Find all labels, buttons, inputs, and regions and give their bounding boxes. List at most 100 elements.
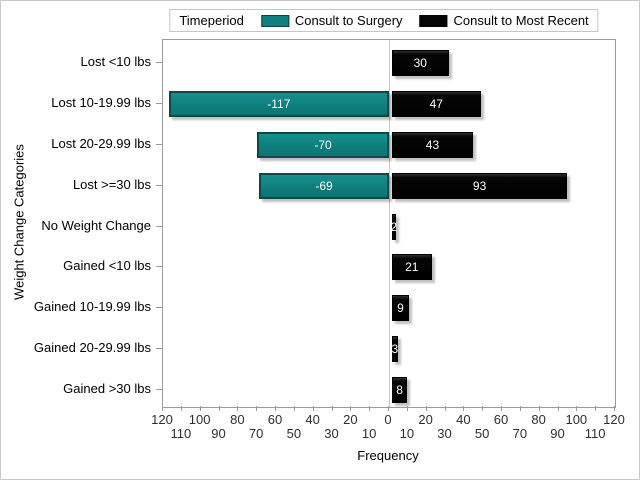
x-axis-tick (463, 406, 465, 411)
bar-consult-to-most-recent: 2 (390, 213, 398, 240)
legend-title: Timeperiod (179, 13, 244, 28)
y-axis-tick (156, 143, 162, 145)
category-label-lost-20-29-99-lbs: Lost 20-29.99 lbs (51, 135, 151, 151)
bar-consult-to-most-recent: 93 (392, 172, 568, 199)
x-tick-label: 80 (230, 412, 245, 427)
legend-swatch-consult-to-most-recent (419, 14, 448, 27)
x-axis-tick (538, 406, 540, 411)
x-tick-label: 30 (437, 426, 452, 441)
x-axis-tick (350, 406, 352, 411)
y-axis-tick (156, 266, 162, 268)
x-tick-label: 20 (343, 412, 358, 427)
bar-value-label: 47 (429, 97, 443, 112)
zero-reference-line (389, 40, 390, 407)
bar-value-label: -69 (315, 178, 333, 193)
x-tick-label: 110 (170, 426, 192, 441)
bar-value-label: 3 (391, 341, 399, 356)
bar-consult-to-most-recent: 43 (392, 131, 473, 158)
y-axis-tick (156, 62, 162, 64)
category-label-gained-20-29-99-lbs: Gained 20-29.99 lbs (33, 339, 151, 355)
legend-item-consult-to-surgery: Consult to Surgery (260, 13, 403, 28)
x-tick-label: 20 (418, 412, 433, 427)
category-label-gained-30-lbs: Gained >30 lbs (63, 380, 151, 396)
legend: Timeperiod Consult to Surgery Consult to… (169, 9, 599, 32)
plot-area: -117 -70 -69 30 47 43 93 2 21 9 3 8 (162, 39, 616, 408)
x-tick-label: 60 (493, 412, 509, 427)
x-axis-tick (576, 406, 578, 411)
bar-consult-to-surgery: -117 (168, 91, 389, 118)
x-tick-label: 100 (188, 412, 211, 427)
x-axis-title: Frequency (357, 448, 419, 463)
legend-item-consult-to-most-recent: Consult to Most Recent (419, 13, 589, 28)
x-axis-tick (444, 406, 446, 411)
x-tick-label: 120 (151, 412, 173, 427)
category-label-lost-10-lbs: Lost <10 lbs (80, 54, 151, 70)
x-tick-label: 100 (565, 412, 588, 427)
bar-consult-to-surgery: -70 (257, 131, 389, 158)
y-axis-tick (156, 225, 162, 227)
x-tick-label: 90 (550, 426, 565, 441)
legend-label: Consult to Most Recent (453, 13, 589, 28)
y-axis-tick (156, 103, 162, 105)
x-axis: 120 110 100 90 80 70 60 50 40 30 20 10 0 10 20 30 40 50 60… (151, 406, 625, 446)
legend-label: Consult to Surgery (294, 13, 403, 28)
x-axis-tick (199, 406, 201, 411)
x-axis-tick (237, 406, 239, 411)
x-tick-label: 30 (324, 426, 339, 441)
bar-consult-to-most-recent: 30 (392, 50, 449, 77)
y-axis-tick (156, 184, 162, 186)
bar-value-label: -70 (314, 137, 332, 152)
x-axis-tick (388, 406, 389, 411)
x-axis-tick (482, 406, 484, 411)
x-axis-tick (501, 406, 502, 411)
x-axis-tick (614, 406, 615, 411)
x-axis-tick (406, 406, 408, 411)
bar-consult-to-most-recent: 3 (391, 335, 399, 362)
bar-consult-to-most-recent: 8 (392, 376, 408, 403)
bar-value-label: 8 (396, 382, 403, 397)
x-tick-label: 10 (361, 426, 377, 441)
bar-value-label: 30 (413, 56, 427, 71)
x-tick-label: 40 (305, 412, 320, 427)
category-label-gained-10-lbs: Gained <10 lbs (63, 258, 151, 274)
x-tick-label: 70 (512, 426, 528, 441)
x-axis-tick (331, 406, 333, 411)
bar-consult-to-most-recent: 21 (392, 254, 432, 281)
x-axis-tick (293, 406, 295, 411)
x-tick-label: 40 (456, 412, 471, 427)
y-axis-tick (156, 347, 162, 349)
category-label-gained-10-19-99-lbs: Gained 10-19.99 lbs (33, 299, 151, 315)
x-axis-tick (519, 406, 521, 411)
bar-consult-to-most-recent: 9 (392, 295, 409, 322)
category-label-lost-30-lbs: Lost >=30 lbs (72, 176, 151, 192)
y-axis-tick (156, 307, 162, 309)
bar-value-label: 2 (390, 219, 398, 234)
bar-value-label: 43 (425, 137, 440, 152)
x-axis-tick (312, 406, 314, 411)
x-axis-tick (162, 406, 163, 411)
category-label-no-weight-change: No Weight Change (41, 217, 151, 233)
category-label-lost-10-19-99-lbs: Lost 10-19.99 lbs (51, 95, 151, 111)
x-tick-label: 0 (384, 412, 392, 427)
x-axis-tick (425, 406, 427, 411)
bar-consult-to-most-recent: 47 (392, 91, 481, 118)
x-tick-label: 80 (531, 412, 546, 427)
x-tick-label: 50 (474, 426, 490, 441)
bar-value-label: 9 (397, 301, 404, 316)
y-axis-tick (156, 388, 162, 390)
x-tick-label: 110 (584, 426, 606, 441)
x-axis-tick (180, 406, 182, 411)
x-axis-tick (218, 406, 220, 411)
x-tick-label: 50 (286, 426, 302, 441)
x-tick-label: 90 (211, 426, 226, 441)
x-tick-label: 10 (399, 426, 415, 441)
x-axis-tick (256, 406, 258, 411)
x-axis-tick (275, 406, 276, 411)
bar-value-label: 21 (405, 260, 419, 275)
x-tick-label: 70 (248, 426, 264, 441)
bar-value-label: -117 (267, 97, 291, 112)
bar-value-label: 93 (472, 178, 487, 193)
x-tick-label: 60 (267, 412, 283, 427)
bar-consult-to-surgery: -69 (259, 172, 389, 199)
